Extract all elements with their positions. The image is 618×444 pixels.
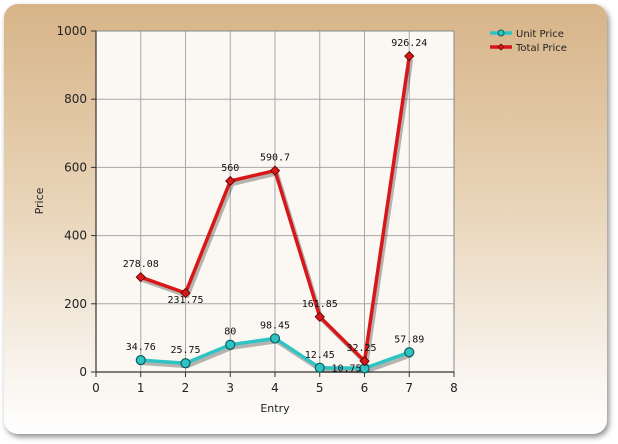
x-tick-label: 3 — [226, 381, 234, 395]
total-price-point — [225, 175, 236, 187]
x-tick-label: 2 — [182, 381, 190, 395]
total-price-point — [180, 287, 191, 299]
unit-price-point — [314, 362, 325, 373]
x-tick-label: 5 — [316, 381, 324, 395]
total-price-data-label: 560 — [221, 163, 239, 174]
total-price-data-label: 926.24 — [391, 38, 427, 49]
y-tick-label: 800 — [64, 92, 87, 106]
total-price-data-label: 32.25 — [346, 343, 376, 354]
legend-marker-unit-price — [497, 29, 505, 37]
unit-price-data-label: 25.75 — [170, 345, 200, 356]
x-tick-label: 7 — [405, 381, 413, 395]
legend-label-total-price: Total Price — [515, 43, 567, 54]
y-tick-label: 1000 — [56, 24, 87, 38]
unit-price-point — [404, 347, 415, 358]
unit-price-point — [135, 355, 146, 366]
y-tick-label: 600 — [64, 160, 87, 174]
total-price-data-label: 161.85 — [302, 299, 338, 310]
x-tick-label: 6 — [361, 381, 369, 395]
unit-price-data-label: 80 — [224, 327, 236, 338]
x-axis-title: Entry — [260, 402, 290, 415]
x-tick-label: 4 — [271, 381, 279, 395]
y-tick-label: 200 — [64, 297, 87, 311]
y-axis-title: Price — [33, 187, 46, 214]
data-labels: 34.76 25.75 80 98.45 12.45 10.75 57.89 278.08 23… — [123, 38, 428, 374]
unit-price-point — [225, 339, 236, 350]
total-price-point — [359, 355, 370, 367]
total-price-data-label: 231.75 — [167, 295, 203, 306]
x-tick-label: 0 — [92, 381, 100, 395]
total-price-point — [135, 271, 146, 283]
unit-price-data-label: 57.89 — [394, 334, 424, 345]
total-price-point — [404, 50, 415, 62]
x-tick-label: 1 — [137, 381, 145, 395]
unit-price-point — [269, 333, 281, 344]
y-tick-label: 400 — [64, 229, 87, 243]
grid — [96, 31, 454, 372]
unit-price-point — [180, 358, 191, 369]
total-price-data-label: 590.7 — [260, 153, 290, 164]
legend-marker-total-price — [497, 43, 505, 51]
y-axis-ticks: 0 200 400 600 800 1000 — [56, 24, 96, 379]
series-layer — [135, 50, 415, 374]
unit-price-data-label: 10.75 — [331, 363, 361, 374]
legend-label-unit-price: Unit Price — [516, 29, 564, 40]
total-price-data-label: 278.08 — [123, 259, 159, 270]
unit-price-data-label: 98.45 — [260, 320, 290, 331]
total-price-point — [269, 165, 281, 176]
total-price-point — [314, 311, 325, 323]
x-axis-ticks: 0 1 2 3 4 5 6 7 8 — [92, 372, 458, 395]
unit-price-data-label: 34.76 — [126, 342, 156, 353]
y-tick-label: 0 — [79, 365, 87, 379]
unit-price-data-label: 12.45 — [305, 350, 335, 361]
x-tick-label: 8 — [450, 381, 458, 395]
legend: Unit Price Total Price — [490, 29, 567, 54]
